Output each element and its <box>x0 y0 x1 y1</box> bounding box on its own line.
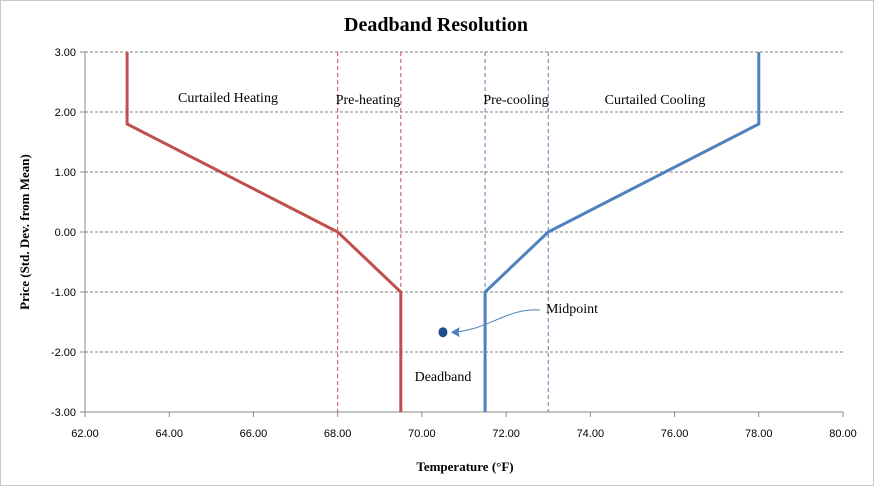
cooling-series-line <box>483 52 761 412</box>
x-tick-label: 76.00 <box>661 428 689 440</box>
y-tick-label: -2.00 <box>51 347 76 359</box>
y-tick-label: 3.00 <box>55 47 76 59</box>
x-axis-title: Temperature (°F) <box>416 459 513 474</box>
x-tick-label: 80.00 <box>829 428 857 440</box>
midpoint-arrow <box>451 309 541 333</box>
chart-title: Deadband Resolution <box>344 14 528 36</box>
annotation-pre-cooling: Pre-cooling <box>483 93 548 108</box>
y-tick-label: -1.00 <box>51 287 76 299</box>
annotation-curtailed-cooling: Curtailed Cooling <box>605 93 706 108</box>
y-tick-label: -3.00 <box>51 407 76 419</box>
x-tick-label: 72.00 <box>492 428 520 440</box>
midpoint-marker <box>438 327 448 338</box>
annotation-curtailed-heating: Curtailed Heating <box>178 91 278 106</box>
y-tick-label: 2.00 <box>55 107 76 119</box>
reference-lines <box>337 52 549 412</box>
x-tick-label: 66.00 <box>240 428 268 440</box>
x-tick-label: 78.00 <box>745 428 773 440</box>
annotation-pre-heating: Pre-heating <box>336 93 401 108</box>
x-tick-label: 70.00 <box>408 428 436 440</box>
annotation-deadband: Deadband <box>415 370 472 385</box>
tick-labels: -3.00 -2.00 -1.00 0.00 1.00 2.00 3.00 62.00 64.0… <box>51 47 857 440</box>
x-tick-label: 74.00 <box>577 428 605 440</box>
heating-series-line <box>125 52 403 412</box>
axes <box>80 51 844 417</box>
y-tick-label: 0.00 <box>55 227 76 239</box>
x-tick-label: 64.00 <box>155 428 183 440</box>
y-axis-title: Price (Std. Dev. from Mean) <box>17 154 32 310</box>
grid <box>85 51 843 353</box>
x-tick-label: 62.00 <box>71 428 99 440</box>
annotation-midpoint: Midpoint <box>546 302 598 317</box>
x-tick-label: 68.00 <box>324 428 352 440</box>
series-group <box>125 52 761 412</box>
y-tick-label: 1.00 <box>55 167 76 179</box>
midpoint-arrowhead <box>450 327 460 338</box>
